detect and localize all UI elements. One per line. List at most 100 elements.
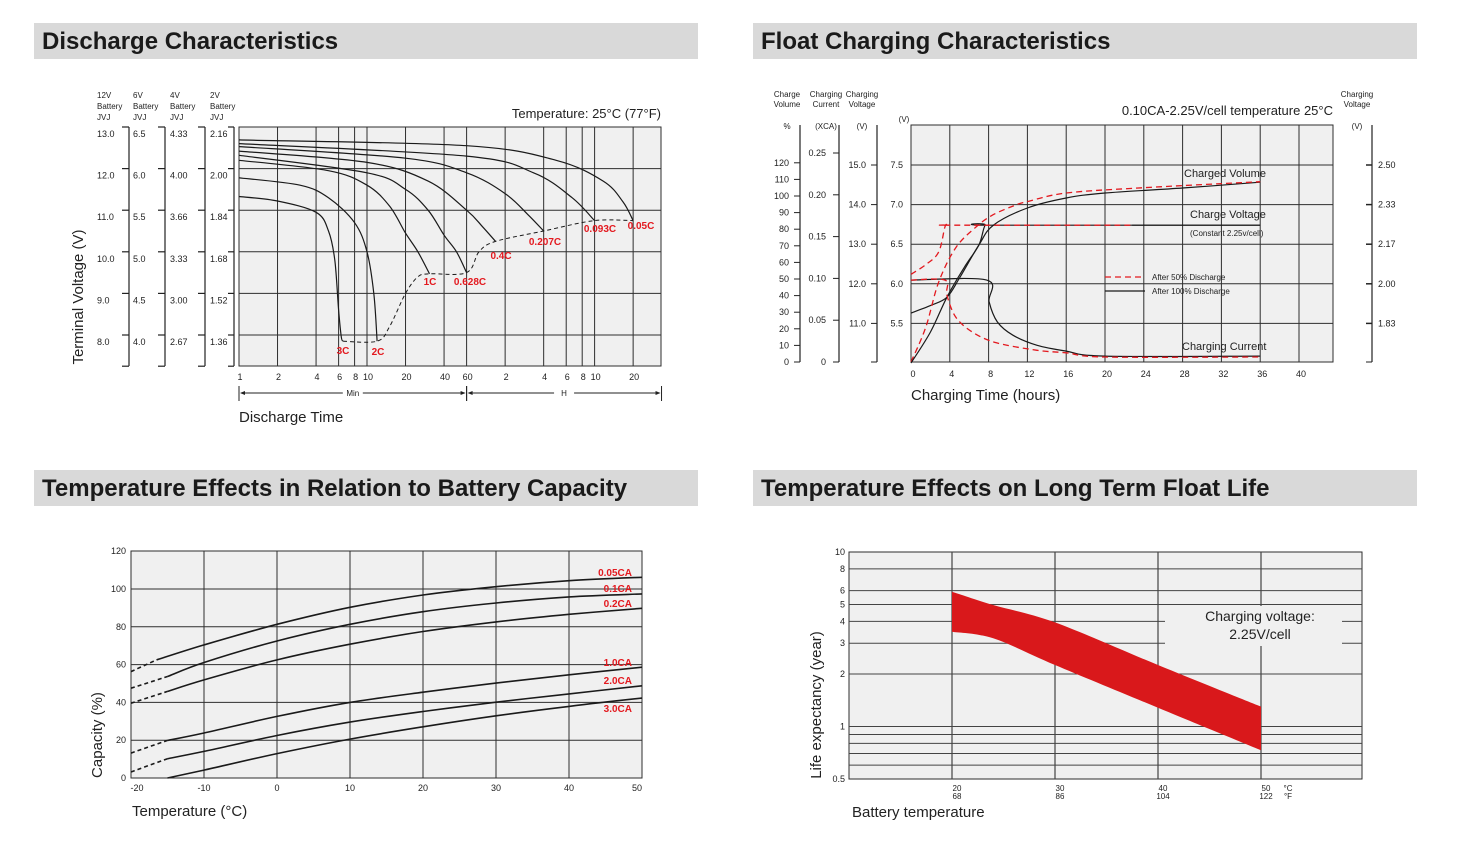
discharge-curve-0.207C	[238, 146, 545, 232]
discharge-curve-label: 0.4C	[490, 251, 511, 262]
scale-header: JVJ	[133, 113, 146, 122]
discharge-x-tick-label: 2	[504, 372, 509, 382]
curve-label: (Constant 2.25v/cell)	[1190, 229, 1264, 238]
curve-label: Charged Volume	[1184, 168, 1266, 180]
voltage12-tick-label: 15.0	[848, 160, 866, 170]
float-x-tick-label: 40	[1296, 369, 1306, 379]
life-x-tick-celsius: 30	[1056, 784, 1065, 793]
discharge-x-tick-label: 4	[315, 372, 320, 382]
discharge-curve-0.628C	[238, 154, 468, 273]
scale-header: 2V	[210, 91, 220, 100]
discharge-x-tick-label: 60	[463, 372, 473, 382]
voltage12-tick-label: 13.0	[848, 239, 866, 249]
life-y-tick-label: 0.5	[832, 774, 845, 784]
capacity-curve-0.2CA	[167, 607, 643, 693]
scale-value: 2.00	[210, 171, 228, 181]
current-tick-label: 0.10	[808, 273, 826, 283]
section-title: Temperature Effects in Relation to Batte…	[42, 475, 628, 502]
range-label-bg	[554, 387, 575, 399]
float-curve	[910, 223, 1133, 275]
voltage12-tick-label: 12.0	[848, 279, 866, 289]
life-y-tick-label: 2	[840, 669, 845, 679]
current-tick-label: 0.15	[808, 232, 826, 242]
float-x-tick-label: 16	[1063, 369, 1073, 379]
scale-header: Battery	[97, 102, 122, 111]
axis-header: Current	[813, 100, 840, 109]
voltage12-tick-label: 11.0	[849, 318, 866, 328]
discharge-curve-label: 3C	[337, 346, 350, 357]
life-x-tick-celsius: 20	[953, 784, 962, 793]
fahrenheit-unit: °F	[1284, 792, 1292, 801]
discharge-curve-label: 0.207C	[529, 237, 561, 248]
capacity-curve-label: 0.1CA	[604, 584, 632, 595]
float-x-tick-label: 20	[1102, 369, 1112, 379]
float-chart-title: 0.10CA-2.25V/cell temperature 25°C	[1122, 103, 1333, 118]
temperature-note: Temperature: 25°C (77°F)	[512, 106, 661, 121]
discharge-curve-label: 2C	[372, 347, 385, 358]
scale-value: 4.5	[133, 295, 146, 305]
section-title-bar	[34, 470, 698, 506]
axis-header: Voltage	[1344, 100, 1371, 109]
life-x-tick-celsius: 50	[1262, 784, 1271, 793]
capacity-y-tick-label: 60	[116, 660, 126, 670]
scale-header: JVJ	[170, 113, 183, 122]
y-axis-title: Capacity (%)	[89, 692, 106, 778]
scale-value: 3.66	[170, 212, 188, 222]
discharge-curve-label: 0.05C	[628, 221, 655, 232]
voltage12-tick-label: 14.0	[848, 200, 866, 210]
discharge-x-tick-label: 2	[276, 372, 281, 382]
axis-header: (V)	[857, 122, 868, 131]
capacity-y-tick-label: 100	[111, 584, 126, 594]
scale-value: 10.0	[97, 254, 115, 264]
voltage6-tick-label: 6.5	[890, 239, 903, 249]
scale-header: Battery	[210, 102, 235, 111]
range-label: H	[561, 389, 567, 398]
scale-header: Battery	[133, 102, 158, 111]
volume-tick-label: 40	[779, 291, 789, 301]
life-y-tick-label: 5	[840, 600, 845, 610]
discharge-x-tick-label: 6	[337, 372, 342, 382]
float-x-tick-label: 28	[1180, 369, 1190, 379]
voltage6-tick-label: 7.5	[890, 160, 903, 170]
life-x-tick-fahrenheit: 86	[1056, 792, 1065, 801]
capacity-y-tick-label: 80	[116, 622, 126, 632]
capacity-curve-label: 2.0CA	[604, 676, 632, 687]
discharge-curve-2C	[238, 177, 378, 342]
capacity-curve-label: 1.0CA	[604, 658, 632, 669]
scale-header: JVJ	[97, 113, 110, 122]
discharge-curve-0.093C	[238, 143, 596, 222]
capacity-x-tick-label: 0	[274, 783, 279, 793]
cell-voltage-tick-label: 2.50	[1378, 160, 1396, 170]
x-axis-title: Discharge Time	[239, 409, 343, 426]
section-title-bar	[753, 470, 1417, 506]
capacity-curve-label: 3.0CA	[604, 704, 632, 715]
volume-tick-label: 80	[779, 224, 789, 234]
capacity-y-tick-label: 0	[121, 773, 126, 783]
x-axis-title: Temperature (°C)	[132, 803, 247, 820]
capacity-curve-extrapolated-0.2CA	[130, 690, 168, 704]
discharge-x-tick-label: 8	[353, 372, 358, 382]
capacity-x-tick-label: 20	[418, 783, 428, 793]
capacity-y-tick-label: 20	[116, 735, 126, 745]
discharge-curve-label: 1C	[424, 277, 437, 288]
scale-value: 12.0	[97, 171, 115, 181]
capacity-x-tick-label: 10	[345, 783, 355, 793]
capacity-curve-3.0CA	[167, 697, 643, 779]
scale-value: 2.16	[210, 129, 228, 139]
discharge-x-tick-label: 8	[581, 372, 586, 382]
scale-value: 1.52	[210, 295, 228, 305]
charging-voltage-value: 2.25V/cell	[1229, 626, 1290, 642]
float-plot-area	[910, 124, 1334, 363]
scale-value: 4.0	[133, 337, 146, 347]
axis-header: Charging	[810, 90, 842, 99]
section-title-bar	[34, 23, 698, 59]
current-tick-label: 0.20	[808, 190, 826, 200]
section-title: Float Charging Characteristics	[761, 28, 1110, 55]
discharge-x-tick-label: 4	[542, 372, 547, 382]
scale-value: 2.67	[170, 337, 188, 347]
capacity-curve-1.0CA	[167, 666, 643, 742]
range-label-bg	[342, 387, 363, 399]
float-x-tick-label: 12	[1024, 369, 1034, 379]
capacity-curve-extrapolated-1.0CA	[130, 739, 168, 754]
